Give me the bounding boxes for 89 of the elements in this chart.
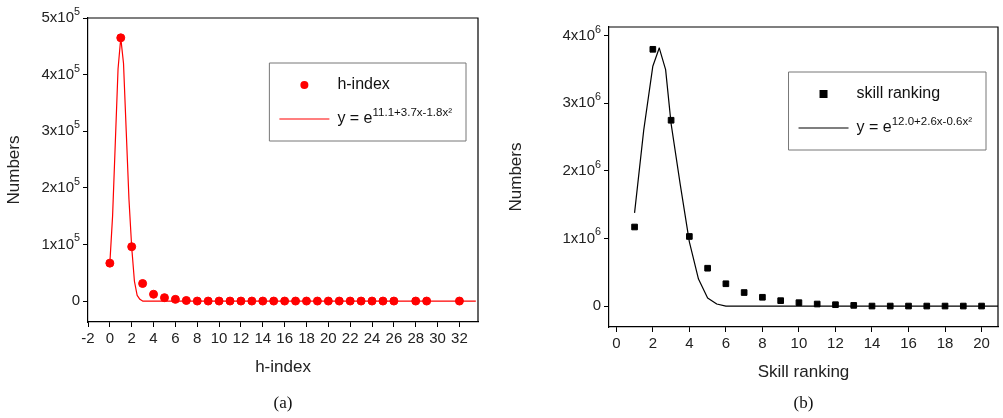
y-axis-title: Numbers [505, 142, 525, 212]
x-tick-label: 28 [407, 329, 425, 347]
x-tick-label: 16 [276, 329, 293, 347]
y-tick-label: 0 [592, 296, 601, 314]
point [422, 296, 432, 306]
point [795, 299, 803, 306]
point [356, 296, 366, 306]
x-tick-label: 18 [298, 329, 315, 347]
x-tick-label: 2 [648, 334, 657, 352]
point [389, 296, 399, 306]
point [722, 280, 730, 288]
x-tick-label: 0 [612, 334, 621, 352]
point [138, 279, 148, 289]
point [203, 296, 213, 306]
point [291, 296, 301, 306]
point [312, 296, 322, 306]
x-tick-label: 4 [685, 334, 694, 352]
point [236, 296, 246, 306]
x-axis-title: h-index [255, 357, 312, 377]
point [225, 296, 235, 306]
legend-label: skill ranking [856, 84, 941, 102]
point [378, 296, 388, 306]
point [159, 293, 169, 303]
x-tick-label: 16 [900, 334, 917, 352]
x-tick-label: 32 [451, 329, 468, 347]
point [704, 264, 711, 272]
point [649, 45, 657, 53]
x-tick-label: 4 [149, 329, 158, 347]
y-axis-title: Numbers [3, 135, 23, 205]
text: (b) [793, 393, 814, 413]
point [127, 242, 137, 252]
x-tick-label: 2 [127, 329, 136, 347]
x-tick-label: 12 [232, 329, 250, 347]
x-tick-label: 24 [363, 329, 381, 347]
point [149, 289, 159, 299]
point [367, 296, 377, 306]
x-tick-label: 12 [827, 334, 844, 352]
point [868, 302, 876, 310]
x-tick-label: 20 [319, 329, 337, 347]
point [116, 33, 126, 43]
x-tick-label: 14 [863, 334, 881, 352]
point [740, 289, 748, 296]
point [181, 295, 191, 305]
point [959, 302, 967, 310]
point [411, 296, 421, 306]
x-tick-label: 20 [973, 334, 990, 352]
point [454, 296, 464, 306]
x-tick-label: 0 [105, 329, 115, 347]
point [301, 296, 311, 306]
legend-label: h-index [337, 75, 390, 93]
point [759, 293, 766, 301]
x-tick-label: 22 [341, 329, 359, 347]
x-tick-label: 10 [210, 329, 228, 347]
point [941, 302, 949, 310]
point [886, 302, 894, 310]
point [323, 296, 333, 306]
point [631, 223, 638, 231]
point [850, 302, 858, 309]
point [345, 296, 355, 306]
point [334, 296, 344, 306]
y-tick-label: 0 [71, 291, 80, 309]
x-axis-title: Skill ranking [757, 362, 850, 382]
point [247, 296, 257, 306]
point [105, 258, 115, 268]
point [905, 302, 912, 310]
x-tick-label: 8 [758, 334, 767, 352]
x-tick-label: 18 [936, 334, 954, 352]
point [832, 301, 839, 309]
point [813, 300, 821, 308]
point [777, 297, 784, 304]
point [170, 294, 180, 304]
x-tick-label: -2 [81, 329, 95, 347]
x-tick-label: 10 [790, 334, 808, 352]
point [686, 233, 693, 240]
point [269, 296, 279, 306]
point [667, 116, 675, 124]
x-tick-label: 26 [385, 329, 403, 347]
point [923, 302, 931, 310]
point [214, 296, 224, 306]
x-tick-label: 30 [429, 329, 446, 347]
point [258, 296, 268, 306]
point [192, 296, 202, 306]
point [280, 296, 290, 306]
x-tick-label: 8 [193, 329, 202, 347]
point [978, 302, 985, 310]
text: (a) [273, 393, 293, 413]
x-tick-label: 6 [171, 329, 180, 347]
x-tick-label: 14 [254, 329, 272, 347]
x-tick-label: 6 [721, 334, 731, 352]
